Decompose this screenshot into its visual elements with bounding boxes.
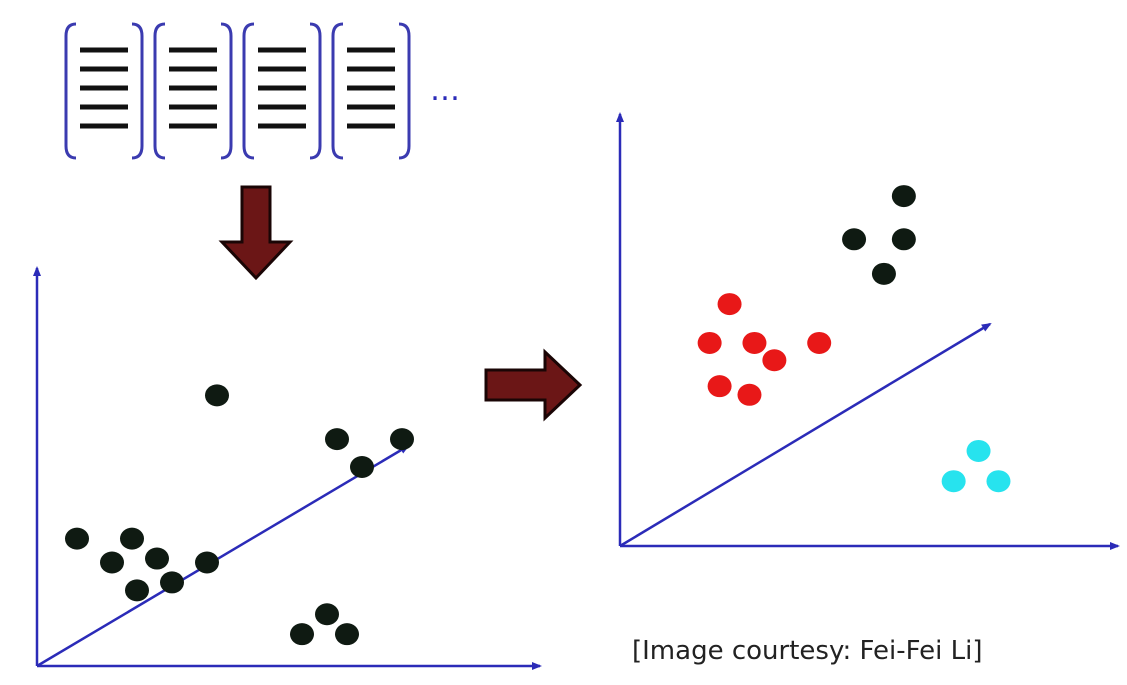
data-point	[842, 228, 867, 251]
document-left-bracket	[153, 22, 166, 160]
right-z-axis	[619, 322, 992, 548]
document-icon	[242, 22, 322, 160]
data-point	[697, 331, 722, 354]
data-point	[986, 470, 1011, 493]
data-point	[717, 293, 742, 316]
data-point	[290, 623, 314, 646]
clustered-plot	[616, 112, 1120, 550]
data-point	[807, 331, 832, 354]
data-point	[335, 623, 359, 646]
document-icon	[153, 22, 233, 160]
more-documents-ellipsis: …	[430, 73, 460, 108]
document-right-bracket	[309, 22, 322, 160]
data-point	[160, 571, 184, 594]
down-arrow	[218, 185, 294, 281]
data-point	[891, 228, 916, 251]
document-right-bracket	[220, 22, 233, 160]
data-point	[350, 456, 374, 478]
data-point	[125, 579, 149, 602]
data-point	[891, 185, 916, 208]
document-icon	[64, 22, 144, 160]
data-point	[315, 603, 339, 626]
data-point	[966, 439, 991, 462]
right-points	[697, 185, 1011, 493]
data-point	[65, 527, 89, 550]
document-icon	[331, 22, 411, 160]
right-arrow	[484, 348, 583, 422]
data-point	[390, 428, 414, 451]
data-point	[742, 331, 767, 354]
data-point	[100, 551, 124, 574]
data-point	[145, 547, 169, 570]
document-left-bracket	[242, 22, 255, 160]
document-right-bracket	[398, 22, 411, 160]
document-left-bracket	[331, 22, 344, 160]
document-left-bracket	[64, 22, 77, 160]
data-point	[941, 470, 966, 493]
left-points	[65, 384, 414, 646]
document-right-bracket	[131, 22, 144, 160]
document-stack	[64, 22, 411, 160]
unclustered-plot	[33, 266, 542, 670]
data-point	[707, 375, 732, 398]
data-point	[205, 384, 229, 407]
data-point	[195, 551, 219, 574]
data-point	[120, 527, 144, 550]
data-point	[325, 428, 349, 451]
image-credit: [Image courtesy: Fei-Fei Li]	[632, 636, 983, 666]
data-point	[762, 349, 787, 372]
left-z-axis	[36, 444, 410, 668]
data-point	[871, 262, 896, 285]
data-point	[737, 383, 762, 406]
